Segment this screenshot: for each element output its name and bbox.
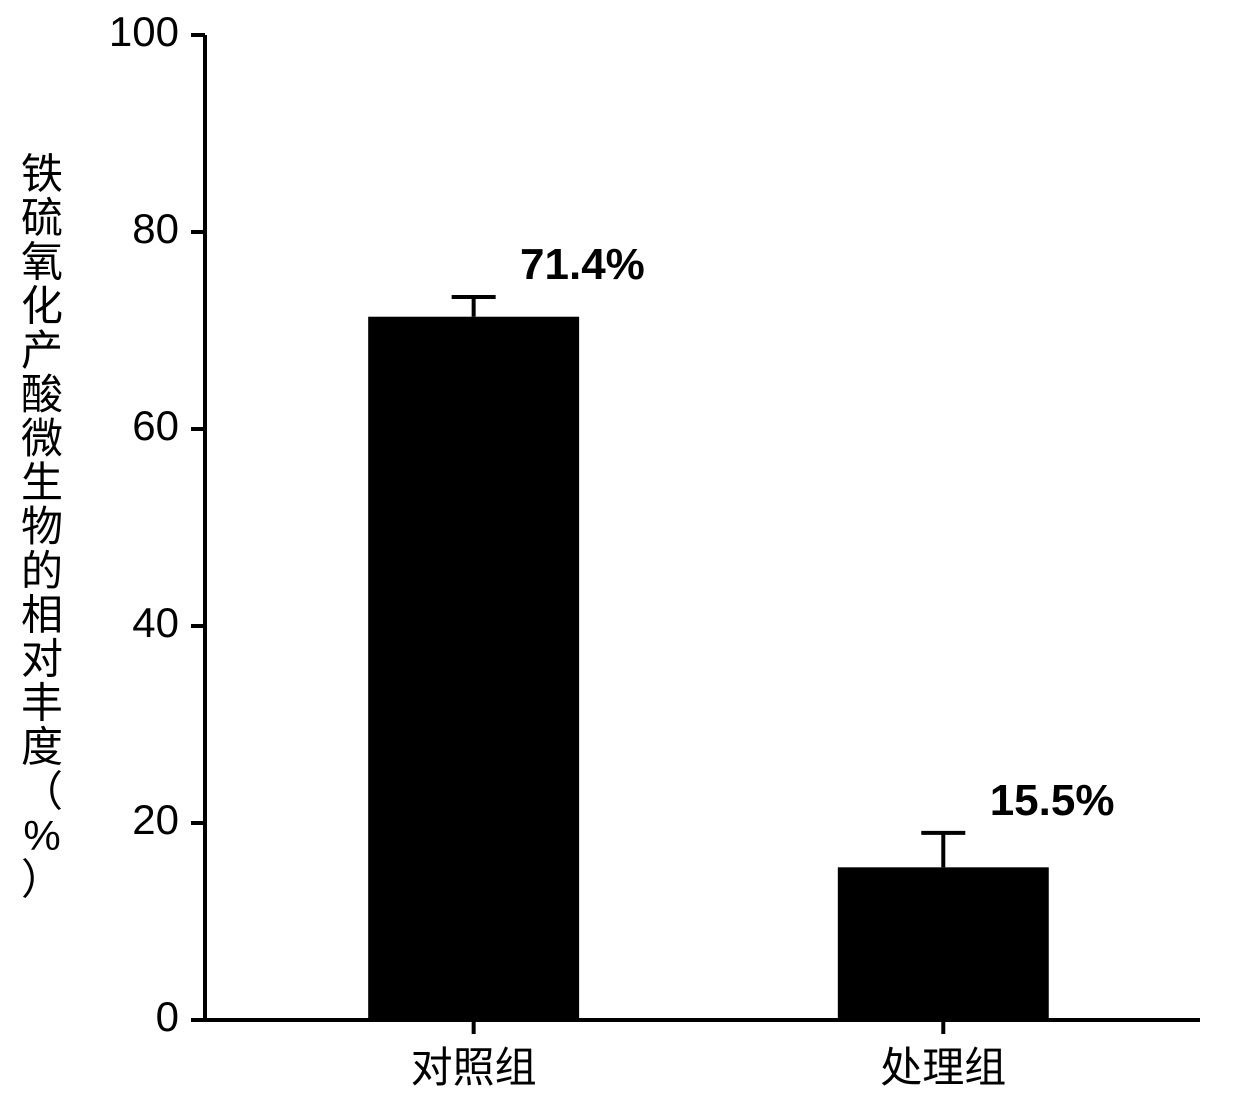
y-tick-label: 40 xyxy=(132,599,179,646)
y-axis-title: 铁硫氧化产酸微生物的相对丰度（%） xyxy=(21,150,63,903)
x-tick-label: 处理组 xyxy=(880,1044,1006,1091)
y-tick-label: 100 xyxy=(109,8,179,55)
x-tick-label: 对照组 xyxy=(411,1044,537,1091)
bar-chart: 0 20 40 60 80 100 铁硫氧化产酸微生物的相对丰度（%） 71.4% 对照组 15.… xyxy=(0,0,1240,1119)
y-tick-label: 60 xyxy=(132,402,179,449)
bar-value-label: 71.4% xyxy=(520,240,645,289)
bar-value-label: 15.5% xyxy=(990,776,1115,825)
y-tick-label: 20 xyxy=(132,796,179,843)
y-tick-label: 80 xyxy=(132,205,179,252)
bar xyxy=(368,317,579,1020)
bar xyxy=(838,867,1049,1020)
y-tick-label: 0 xyxy=(156,993,179,1040)
chart-container: 0 20 40 60 80 100 铁硫氧化产酸微生物的相对丰度（%） 71.4% 对照组 15.… xyxy=(0,0,1240,1119)
